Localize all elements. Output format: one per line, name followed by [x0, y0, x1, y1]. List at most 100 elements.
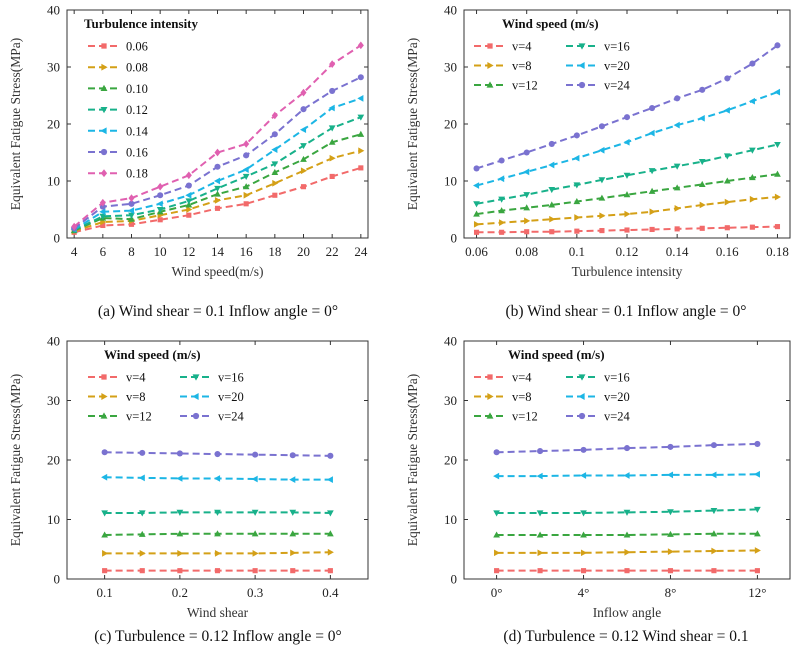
data-point — [494, 549, 501, 557]
data-point — [243, 201, 249, 207]
data-point — [624, 568, 630, 574]
x-tick-label: 8 — [128, 244, 135, 259]
data-point — [493, 510, 500, 517]
legend-swatch-marker — [100, 169, 108, 178]
x-tick-label: 0.1 — [97, 585, 113, 600]
data-point — [494, 568, 500, 574]
y-tick-label: 10 — [444, 512, 457, 527]
series-v-8 — [494, 547, 761, 557]
legend-swatch-marker — [578, 43, 586, 50]
data-point — [329, 154, 336, 162]
data-point — [99, 213, 107, 220]
legend-label: v=4 — [512, 40, 532, 54]
data-point — [289, 509, 297, 516]
data-point — [271, 146, 278, 154]
data-point — [185, 182, 192, 189]
data-point — [711, 568, 717, 574]
data-point — [357, 94, 364, 102]
x-tick-label: 4° — [578, 585, 590, 600]
data-point — [157, 217, 163, 223]
legend-label: v=12 — [512, 410, 538, 424]
data-point — [623, 509, 631, 516]
data-point — [213, 475, 221, 482]
data-point — [102, 568, 108, 574]
legend-swatch-marker — [192, 412, 200, 420]
data-point — [299, 126, 307, 134]
data-point — [473, 220, 481, 228]
data-point — [498, 157, 505, 164]
data-point — [327, 548, 334, 556]
y-tick-label: 30 — [444, 60, 457, 75]
data-point — [573, 198, 581, 205]
data-point — [724, 225, 730, 231]
data-point — [101, 510, 108, 517]
legend: Wind speed (m/s) v=4 v=8 v=12 v=16 v=20 v=24 — [474, 16, 631, 93]
data-point — [357, 41, 364, 50]
data-point — [138, 510, 146, 517]
data-point — [666, 471, 674, 479]
legend-swatch-marker — [192, 393, 199, 400]
data-point — [698, 159, 706, 166]
legend-swatch-marker — [487, 393, 494, 400]
y-tick-label: 20 — [444, 453, 457, 468]
y-tick-label: 40 — [444, 3, 457, 18]
x-tick-label: 12° — [748, 585, 766, 600]
data-point — [699, 86, 706, 93]
x-axis-label: Wind shear — [187, 605, 249, 620]
series-v-16 — [473, 141, 781, 208]
data-point — [749, 147, 756, 154]
data-point — [599, 228, 605, 234]
data-point — [699, 201, 706, 209]
y-axis-label: Equivalent Fatigue Stress(MPa) — [8, 374, 23, 546]
data-point — [498, 207, 505, 214]
data-point — [71, 222, 78, 231]
data-point — [698, 114, 705, 122]
data-point — [523, 192, 531, 199]
data-point — [649, 105, 656, 112]
data-point — [473, 229, 480, 235]
legend-swatch-marker — [100, 412, 108, 419]
data-point — [127, 207, 135, 214]
y-axis-label: Equivalent Fatigue Stress(MPa) — [405, 374, 420, 546]
data-point — [242, 183, 250, 190]
data-point — [598, 123, 605, 130]
y-tick-label: 10 — [47, 174, 60, 189]
data-point — [623, 472, 630, 479]
x-tick-label: 14 — [211, 244, 225, 259]
data-point — [649, 226, 655, 233]
legend-label: 0.18 — [126, 167, 148, 181]
panel-caption: (c) Turbulence = 0.12 Inflow angle = 0° — [94, 628, 342, 645]
data-point — [290, 549, 297, 557]
data-point — [749, 174, 756, 181]
data-point — [328, 125, 336, 132]
data-point — [214, 205, 221, 211]
data-point — [327, 510, 334, 517]
legend-swatch-marker — [578, 81, 586, 89]
data-point — [128, 212, 135, 219]
chart-panel-d: 0 10 20 30 40 0° 4° 8° 12° Inflow angle Equivalent… — [405, 334, 791, 645]
legend-swatch-marker — [101, 43, 107, 49]
data-point — [102, 550, 109, 557]
data-point — [128, 194, 135, 202]
series-line — [476, 91, 778, 187]
y-tick-label: 40 — [47, 3, 60, 18]
x-tick-label: 22 — [326, 244, 339, 259]
legend-swatch-marker — [578, 62, 585, 69]
data-point — [499, 219, 506, 226]
data-point — [128, 221, 135, 227]
x-tick-label: 0.2 — [172, 585, 188, 600]
series-line — [73, 116, 362, 231]
data-point — [214, 148, 221, 157]
legend-title: Wind speed (m/s) — [502, 16, 599, 31]
series-v-4 — [494, 568, 760, 574]
data-point — [710, 508, 718, 515]
legend-label: v=24 — [604, 410, 631, 424]
data-point — [252, 451, 259, 458]
y-tick-label: 30 — [47, 60, 60, 75]
data-point — [537, 549, 544, 557]
data-point — [156, 206, 164, 214]
legend-swatch-marker — [101, 63, 108, 71]
data-point — [574, 228, 580, 234]
legend-swatch-marker — [487, 43, 493, 49]
data-point — [357, 114, 365, 121]
